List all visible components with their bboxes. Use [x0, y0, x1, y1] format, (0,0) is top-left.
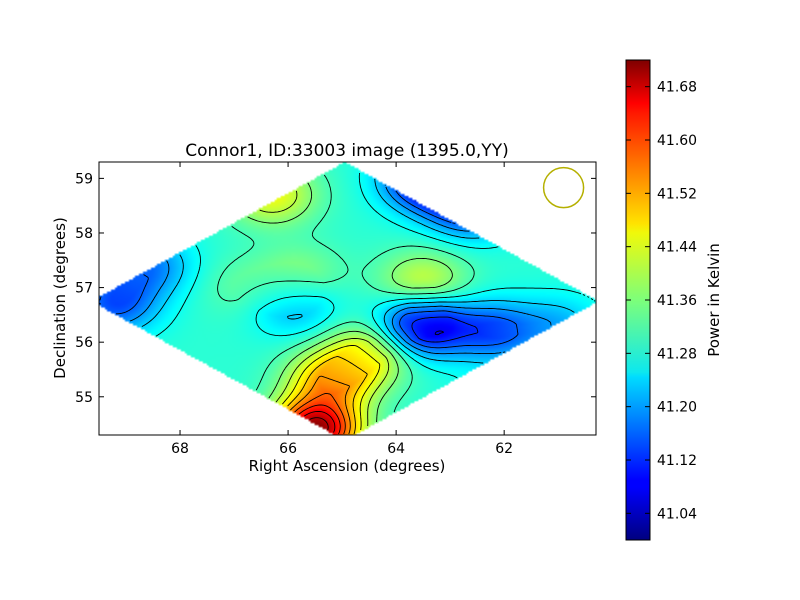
colorbar-tick-label: 41.28 — [657, 346, 697, 362]
heatmap-image — [99, 162, 596, 435]
colorbar-tick-label: 41.20 — [657, 400, 697, 416]
colorbar-tick-label: 41.44 — [657, 240, 697, 256]
y-tick-label: 55 — [75, 390, 93, 406]
x-axis-label: Right Ascension (degrees) — [249, 457, 446, 475]
x-tick-label: 64 — [387, 441, 405, 457]
y-tick-label: 59 — [75, 171, 93, 187]
y-tick-label: 57 — [75, 281, 93, 297]
x-tick-label: 66 — [279, 441, 297, 457]
y-tick-label: 58 — [75, 226, 93, 242]
colorbar-tick-label: 41.04 — [657, 506, 697, 522]
x-tick-label: 62 — [495, 441, 513, 457]
colorbar-tick-label: 41.12 — [657, 453, 697, 469]
plot-area — [99, 162, 596, 435]
colorbar-tick-label: 41.68 — [657, 80, 697, 96]
colorbar-label: Power in Kelvin — [705, 243, 723, 357]
colorbar: 41.04 41.12 41.20 41.28 41.36 41.44 41.52 41.60… — [626, 60, 723, 540]
y-tick-label: 56 — [75, 335, 93, 351]
colorbar-tick-label: 41.36 — [657, 293, 697, 309]
chart-title: Connor1, ID:33003 image (1395.0,YY) — [185, 141, 508, 161]
x-tick-label: 68 — [171, 441, 189, 457]
y-axis-label: Declination (degrees) — [51, 217, 69, 379]
colorbar-tick-label: 41.52 — [657, 186, 697, 202]
colorbar-tick-label: 41.60 — [657, 133, 697, 149]
